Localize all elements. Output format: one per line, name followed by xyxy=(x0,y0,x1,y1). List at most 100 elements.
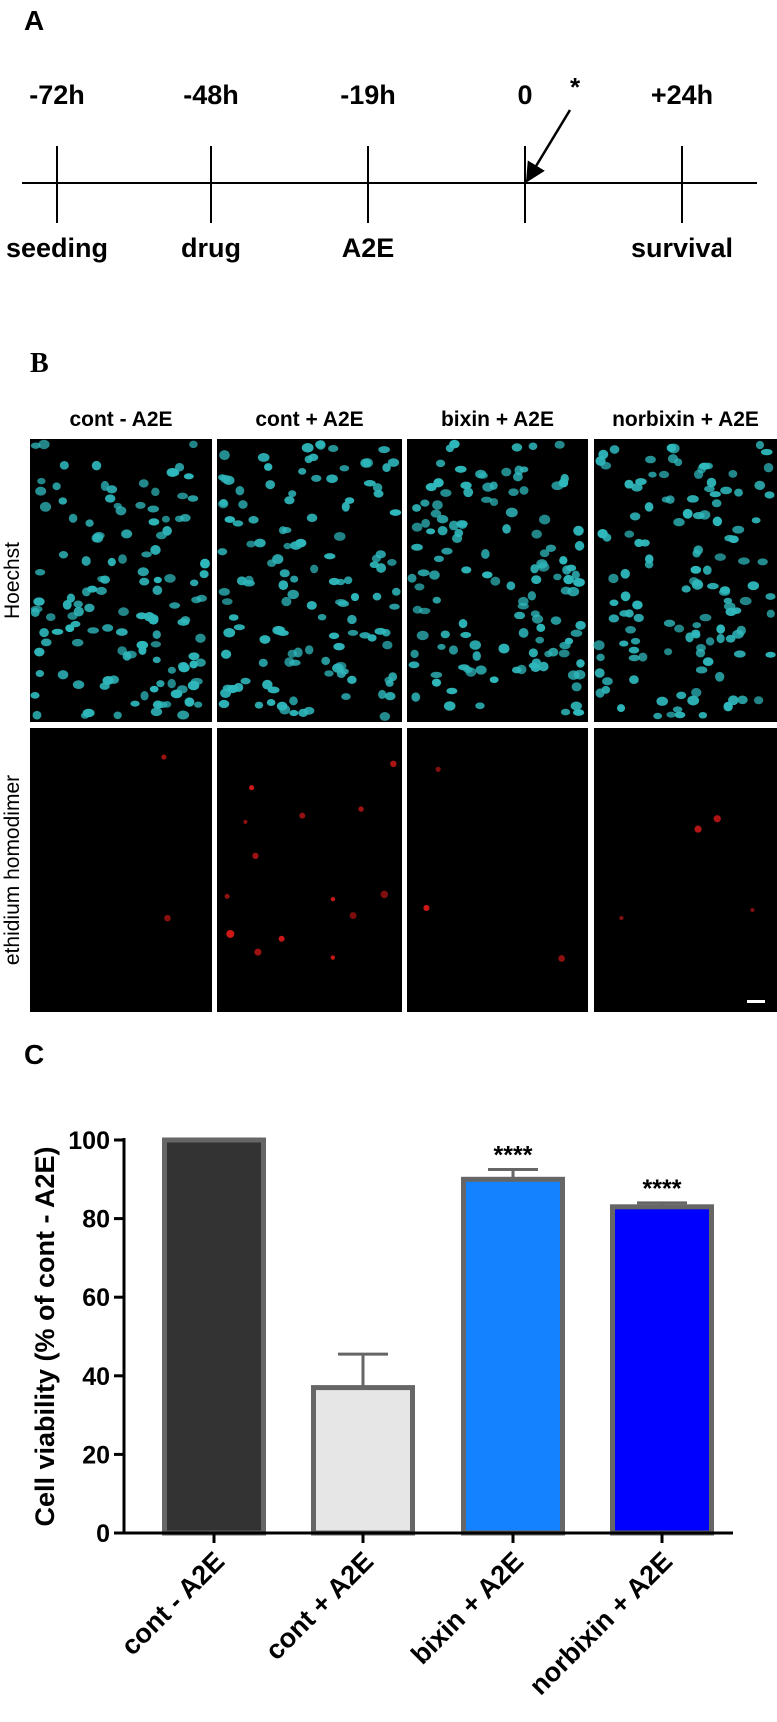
nucleus xyxy=(630,637,641,645)
nucleus xyxy=(384,692,396,701)
nucleus xyxy=(389,603,400,610)
nucleus xyxy=(246,540,256,548)
nucleus xyxy=(728,470,738,478)
nucleus xyxy=(284,496,295,505)
event-label: A2E xyxy=(342,233,395,263)
nucleus xyxy=(714,553,726,561)
nucleus xyxy=(412,504,422,512)
nucleus xyxy=(376,563,387,573)
nucleus xyxy=(72,680,85,690)
nucleus xyxy=(715,671,725,682)
nucleus xyxy=(219,499,228,507)
nucleus xyxy=(629,675,639,684)
y-tick-label: 80 xyxy=(82,1206,110,1234)
nucleus xyxy=(511,443,523,452)
nucleus xyxy=(452,533,463,543)
nucleus xyxy=(138,479,149,488)
nucleus xyxy=(673,518,685,527)
nucleus xyxy=(690,565,702,574)
nucleus xyxy=(539,514,551,525)
nucleus xyxy=(387,458,400,467)
nucleus xyxy=(554,440,565,449)
nucleus xyxy=(608,614,620,623)
nucleus xyxy=(367,634,377,642)
nucleus xyxy=(35,568,46,576)
nucleus xyxy=(177,492,189,500)
nucleus xyxy=(695,648,706,658)
nucleus xyxy=(347,614,357,625)
nucleus xyxy=(620,568,630,579)
nucleus xyxy=(163,701,172,708)
nucleus xyxy=(374,627,387,635)
nucleus xyxy=(506,581,516,591)
nucleus xyxy=(150,641,162,648)
nucleus xyxy=(141,551,152,558)
nucleus xyxy=(221,598,233,606)
dead-cell xyxy=(750,907,755,913)
nucleus xyxy=(532,614,544,624)
arrow xyxy=(525,109,572,183)
nucleus xyxy=(596,653,605,662)
nucleus xyxy=(137,567,149,577)
nucleus xyxy=(106,485,118,494)
nucleus xyxy=(91,460,102,471)
nucleus xyxy=(709,491,721,498)
nucleus xyxy=(315,440,326,450)
nucleus xyxy=(306,513,318,523)
x-tick-label: cont - A2E xyxy=(115,1546,230,1661)
nucleus xyxy=(629,512,641,521)
nucleus xyxy=(384,676,394,684)
nucleus xyxy=(30,691,40,699)
dead-cell xyxy=(252,852,259,860)
nucleus xyxy=(448,645,459,655)
nucleus xyxy=(666,443,677,452)
nucleus xyxy=(310,564,319,574)
micrograph xyxy=(594,728,777,1012)
nucleus xyxy=(528,442,538,450)
nucleus xyxy=(35,486,47,496)
nucleus xyxy=(347,629,359,636)
nucleus xyxy=(570,629,583,637)
nucleus xyxy=(191,596,202,604)
nucleus xyxy=(411,522,423,532)
nucleus xyxy=(648,471,657,478)
nucleus xyxy=(228,614,239,621)
nucleus xyxy=(536,623,546,632)
micrograph xyxy=(30,728,212,1012)
nucleus xyxy=(656,696,668,706)
nucleus xyxy=(765,593,776,600)
column-label: norbixin + A2E xyxy=(612,408,759,431)
nucleus xyxy=(278,580,289,591)
time-label: -48h xyxy=(183,80,239,110)
dead-cell xyxy=(694,825,702,833)
nucleus xyxy=(672,706,683,713)
nucleus xyxy=(148,518,160,526)
row-label: ethidium homodimer xyxy=(1,775,24,965)
nucleus xyxy=(570,701,582,711)
nucleus xyxy=(536,559,548,569)
nucleus xyxy=(371,554,381,563)
nucleus xyxy=(602,677,613,686)
nucleus xyxy=(437,643,446,650)
nucleus xyxy=(481,571,493,579)
nucleus xyxy=(34,647,45,657)
nucleus xyxy=(387,559,397,566)
micrograph-cells xyxy=(217,440,402,721)
dead-cell xyxy=(164,914,171,922)
nucleus xyxy=(640,539,650,547)
nucleus xyxy=(37,477,46,485)
dead-cell xyxy=(243,819,248,824)
nucleus xyxy=(691,629,701,637)
nucleus xyxy=(558,649,570,658)
nucleus xyxy=(52,482,61,491)
nucleus xyxy=(169,602,181,609)
nucleus xyxy=(293,647,303,658)
nucleus xyxy=(433,478,444,488)
nucleus xyxy=(32,710,42,720)
nucleus xyxy=(179,661,189,671)
nucleus xyxy=(344,576,353,585)
time-label: -72h xyxy=(29,80,85,110)
nucleus xyxy=(57,670,69,680)
nucleus xyxy=(624,609,634,618)
nucleus xyxy=(324,553,336,560)
